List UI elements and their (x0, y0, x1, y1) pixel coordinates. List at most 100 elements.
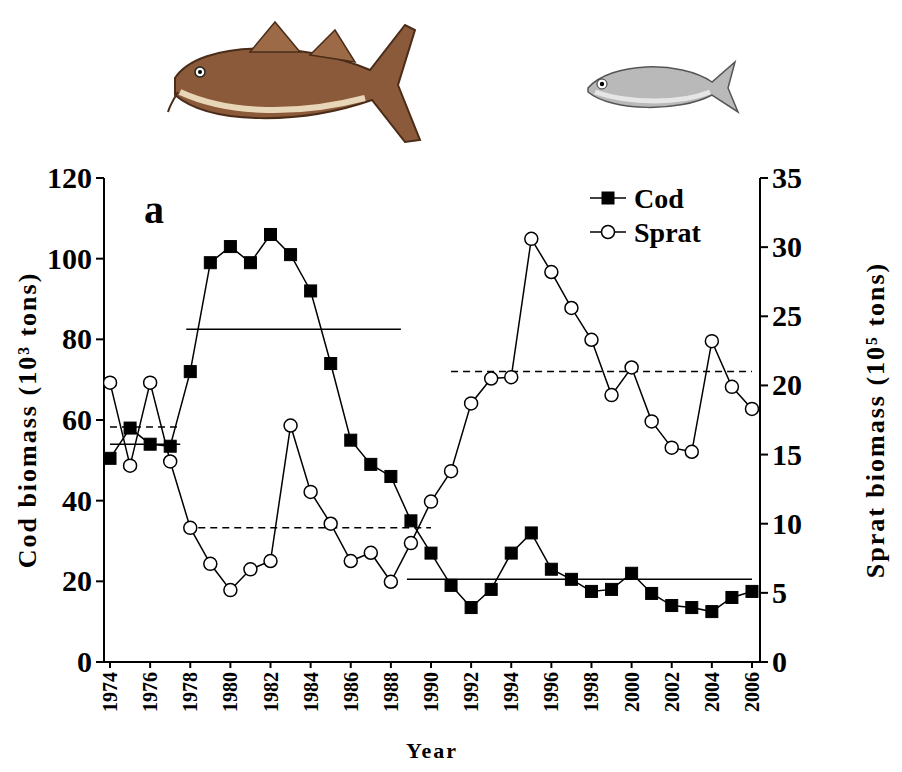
y2-tick (760, 246, 768, 248)
series-marker (404, 537, 417, 550)
cod-body (175, 25, 420, 142)
series-marker (646, 587, 658, 599)
sprat-pupil (600, 82, 604, 86)
series-marker (224, 584, 237, 597)
y-tick-label: 40 (62, 484, 92, 517)
series-marker (445, 465, 458, 478)
series-marker (345, 434, 357, 446)
cod-fins (250, 22, 355, 62)
cod-belly (180, 92, 365, 110)
series-marker (525, 232, 538, 245)
y-tick-label: 0 (77, 645, 92, 678)
sprat-body (588, 62, 738, 112)
y2-tick (760, 315, 768, 317)
series-marker (465, 602, 477, 614)
x-tick (350, 662, 352, 668)
legend-label: Cod (634, 183, 684, 214)
series-marker (344, 555, 357, 568)
y2-tick-label: 10 (772, 507, 802, 540)
series-marker (685, 445, 698, 458)
series-marker (425, 547, 437, 559)
series-marker (144, 376, 157, 389)
y-tick-label: 120 (47, 161, 92, 194)
plot-area (104, 228, 758, 617)
panel-label: a (144, 187, 164, 232)
series-marker (265, 228, 277, 240)
x-tick-label: 1994 (500, 672, 522, 712)
sprat-eye (597, 79, 607, 89)
y-tick (96, 580, 104, 582)
x-tick (550, 662, 552, 668)
cod-illustration (168, 22, 420, 142)
sprat-belly (595, 92, 710, 101)
chart: 0204060801001200510152025303519741976197… (0, 0, 902, 772)
y2-tick-label: 30 (772, 230, 802, 263)
series-marker (565, 573, 577, 585)
x-tick (390, 662, 392, 668)
cod-barbel (168, 92, 178, 112)
series-marker (465, 397, 478, 410)
series-marker (124, 459, 137, 472)
y2-tick (760, 177, 768, 179)
series-marker (545, 563, 557, 575)
series-marker (485, 372, 498, 385)
series-marker (505, 547, 517, 559)
series-marker (525, 527, 537, 539)
regime-mean-line (186, 329, 401, 331)
series-marker (204, 557, 217, 570)
x-tick (590, 662, 592, 668)
x-tick (270, 662, 272, 668)
x-tick-label: 1974 (99, 672, 121, 712)
series-marker (204, 257, 216, 269)
series-marker (665, 441, 678, 454)
x-tick-label: 1982 (260, 672, 282, 712)
x-tick (109, 662, 111, 668)
series-marker (424, 495, 437, 508)
y2-tick (760, 454, 768, 456)
series-marker (164, 455, 177, 468)
series-marker (184, 521, 197, 534)
series-marker (745, 402, 758, 415)
x-tick (149, 662, 151, 668)
x-tick (430, 662, 432, 668)
series-marker (585, 333, 598, 346)
regime-mean-line (407, 579, 752, 581)
y2-tick (760, 592, 768, 594)
series-marker (565, 301, 578, 314)
x-tick (510, 662, 512, 668)
cod-pupil (198, 70, 202, 74)
y2-tick-label: 5 (772, 576, 787, 609)
x-tick-label: 1996 (540, 672, 562, 712)
series-marker (705, 335, 718, 348)
y2-tick (760, 661, 768, 663)
y-tick (96, 338, 104, 340)
x-tick-label: 1990 (420, 672, 442, 712)
x-tick-label: 1992 (460, 672, 482, 712)
sprat-illustration (588, 62, 738, 112)
series-line (110, 239, 752, 590)
x-tick-label: 1986 (340, 672, 362, 712)
series-marker (625, 361, 638, 374)
series-marker (405, 515, 417, 527)
axes: 0204060801001200510152025303519741976197… (47, 161, 802, 712)
y2-axis-title: Sprat biomass (10⁵ tons) (861, 262, 890, 579)
x-tick-label: 1984 (300, 672, 322, 712)
x-tick-label: 2006 (741, 672, 763, 712)
y2-tick-label: 15 (772, 438, 802, 471)
series-marker (445, 579, 457, 591)
series-marker (305, 285, 317, 297)
series-marker (264, 555, 277, 568)
x-tick (229, 662, 231, 668)
cod-eye (195, 67, 205, 77)
y2-tick (760, 384, 768, 386)
series-marker (485, 583, 497, 595)
legend-label: Sprat (634, 217, 702, 248)
series-marker (686, 602, 698, 614)
legend-marker (602, 226, 615, 239)
series-marker (104, 452, 116, 464)
y2-tick (760, 523, 768, 525)
x-tick (470, 662, 472, 668)
x-tick (671, 662, 673, 668)
series-marker (104, 376, 117, 389)
series-marker (285, 249, 297, 261)
